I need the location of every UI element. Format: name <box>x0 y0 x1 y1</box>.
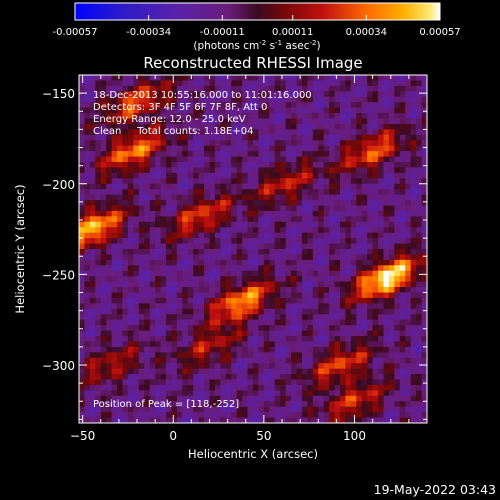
axis-ticks: −50 0 50 100 −150 −200 −250 −300 <box>42 74 428 443</box>
colorbar-tick-label: 0.00034 <box>346 27 387 38</box>
x-axis-label: Heliocentric X (arcsec) <box>188 447 318 461</box>
annotation-line: Energy Range: 12.0 - 25.0 keV <box>93 114 246 125</box>
colorbar-tick-label: 0.00011 <box>272 27 313 38</box>
colorbar-tick-label: -0.00011 <box>200 27 245 38</box>
y-tick-label: −250 <box>42 268 75 282</box>
plot-frame <box>78 74 428 424</box>
x-tick-label: 100 <box>343 429 366 443</box>
colorbar-tick-label: -0.00057 <box>53 27 98 38</box>
y-tick-label: −300 <box>42 359 75 373</box>
colorbar <box>74 2 441 21</box>
colorbar-tick-label: -0.00034 <box>126 27 171 38</box>
annotation-line: Clean Total counts: 1.18E+04 <box>93 126 253 137</box>
x-tick-label: 50 <box>256 429 271 443</box>
y-axis-label: Heliocentric Y (arcsec) <box>13 184 27 313</box>
colorbar-units: (photons cm-2 s-1 asec-2) <box>193 39 320 52</box>
colorbar-ticks: -0.00057 -0.00034 -0.00011 0.00011 0.00034 0.… <box>53 15 461 38</box>
heatmap-image <box>79 75 427 423</box>
timestamp: 19-May-2022 03:43 <box>374 482 496 497</box>
peak-position-label: Position of Peak = [118,-252] <box>93 399 239 410</box>
annotations: 18-Dec-2013 10:55:16.000 to 11:01:16.000… <box>93 90 312 137</box>
y-tick-label: −150 <box>42 87 75 101</box>
colorbar-tick-label: 0.00057 <box>419 27 460 38</box>
x-tick-label: −50 <box>70 429 95 443</box>
y-tick-label: −200 <box>42 178 75 192</box>
x-tick-label: 0 <box>169 429 177 443</box>
annotation-line: Detectors: 3F 4F 5F 6F 7F 8F, Att 0 <box>93 102 267 113</box>
annotation-line: 18-Dec-2013 10:55:16.000 to 11:01:16.000 <box>93 90 312 101</box>
chart-title: Reconstructed RHESSI Image <box>143 54 362 72</box>
